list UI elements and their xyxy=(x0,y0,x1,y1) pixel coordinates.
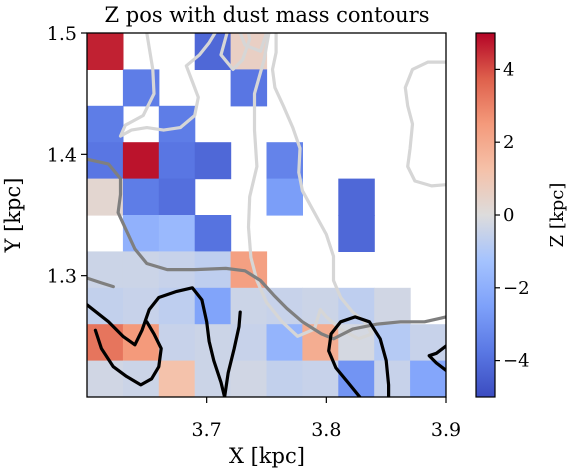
heatmap-cell xyxy=(302,360,339,397)
dust-contour-line xyxy=(87,286,227,397)
dust-contour-line xyxy=(403,60,446,188)
heatmap-cell xyxy=(194,287,232,325)
colorbar-tick-label: 0 xyxy=(503,205,514,226)
heatmap-cell xyxy=(122,178,160,216)
y-tick-label: 1.4 xyxy=(47,144,77,166)
dust-contour-line xyxy=(87,276,115,289)
heatmap-cell xyxy=(158,215,196,252)
colorbar-tick-label: −2 xyxy=(503,278,530,299)
colorbar-tick-label: 4 xyxy=(503,59,514,80)
heatmap-cells xyxy=(87,33,446,397)
y-tick-label: 1.3 xyxy=(47,266,77,288)
heatmap-cell xyxy=(87,33,124,70)
heatmap-cell xyxy=(374,360,411,397)
dust-contour-line xyxy=(87,157,446,341)
heatmap-cell xyxy=(87,251,124,289)
colorbar-axis: 4 2 0 −2 −4 xyxy=(495,59,530,372)
x-tick-label: 3.8 xyxy=(311,419,341,441)
colorbar-tick-label: 2 xyxy=(503,132,514,153)
heatmap-cell xyxy=(230,287,268,325)
x-tick-label: 3.9 xyxy=(431,419,461,441)
dust-contour-line xyxy=(246,33,374,341)
x-axis-label: X [kpc] xyxy=(229,444,305,468)
heatmap-cell xyxy=(302,287,339,325)
colorbar-label: Z [kpc] xyxy=(547,183,568,248)
heatmap-cell xyxy=(87,360,124,397)
colorbar xyxy=(475,32,496,398)
dust-contour-line xyxy=(238,33,269,53)
dust-contour-line xyxy=(118,33,217,138)
heatmap-cell xyxy=(194,215,232,252)
dust-contour-line xyxy=(223,310,242,397)
heatmap-cell xyxy=(338,215,375,252)
heatmap-cell xyxy=(122,287,160,325)
heatmap-cell xyxy=(230,69,268,107)
heatmap-cell xyxy=(374,287,411,325)
y-axis-label: Y [kpc] xyxy=(1,178,25,254)
colorbar-tick-label: −4 xyxy=(503,351,530,372)
dust-contour-line xyxy=(327,315,391,397)
plot-frame xyxy=(86,32,447,398)
x-tick-label: 3.7 xyxy=(192,419,222,441)
dust-mass-contours xyxy=(87,33,446,397)
dust-contour-line xyxy=(427,344,446,372)
y-tick-label: 1.5 xyxy=(47,23,77,45)
y-axis: 1.3 1.4 1.5 xyxy=(47,23,87,288)
dust-contour-line xyxy=(93,320,163,387)
heatmap-cell xyxy=(338,178,375,216)
x-axis: 3.7 3.8 3.9 xyxy=(192,397,461,441)
chart-title: Z pos with dust mass contours xyxy=(104,3,429,27)
heatmap-cell xyxy=(194,142,232,180)
heatmap-cell xyxy=(158,287,196,325)
heatmap-cell xyxy=(122,142,160,180)
heatmap-cell xyxy=(158,324,196,362)
heatmap-cell xyxy=(158,142,196,180)
heatmap-cell xyxy=(158,178,196,216)
heatmap-cell xyxy=(230,360,268,397)
heatmap-cell xyxy=(266,324,303,362)
heatmap-cell xyxy=(266,360,303,397)
heatmap-cell xyxy=(266,142,303,180)
heatmap-cell xyxy=(158,105,196,143)
heatmap-cell xyxy=(266,178,303,216)
heatmap-cell xyxy=(158,360,196,397)
dust-contour-line xyxy=(219,33,252,72)
heatmap-cell xyxy=(87,105,124,143)
